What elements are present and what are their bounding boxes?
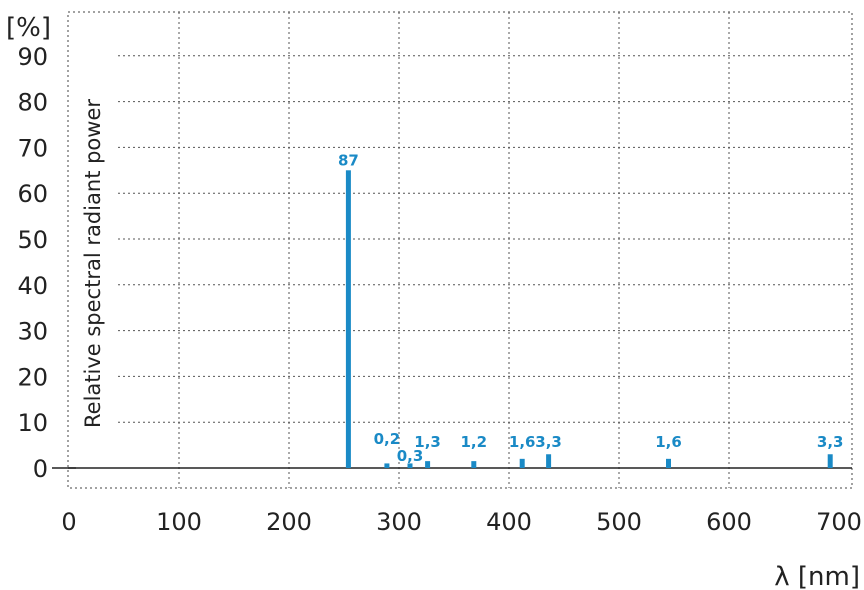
x-tick-label: 0: [61, 508, 76, 536]
bar-value-label: 1,2: [461, 433, 488, 451]
bar-value-label: 3,3: [535, 433, 562, 451]
y-axis-title: Relative spectral radiant power: [81, 99, 105, 428]
bar-value-label: 0,2: [374, 430, 401, 448]
x-tick-label: 300: [376, 508, 422, 536]
y-tick-label: 20: [17, 363, 48, 391]
y-tick-label: 0: [33, 455, 48, 483]
bar-value-label: 87: [338, 151, 359, 169]
x-tick-label: 100: [156, 508, 202, 536]
bar-value-label: 3,3: [817, 433, 844, 451]
spectral-line-bar: [666, 458, 671, 468]
axis-layer: 0 10 20 30 40 50 60 70 80 90 0 100 200 300 400 500 600 70…: [17, 43, 861, 536]
bar-value-label: 1,6: [509, 433, 536, 451]
y-tick-label: 50: [17, 226, 48, 254]
label-layer: 870,20,31,3 1,2 1,6 3,3 1,6 3,3: [338, 151, 844, 465]
y-tick-label: 60: [17, 180, 48, 208]
y-tick-label: 70: [17, 134, 48, 162]
x-tick-label: 500: [596, 508, 642, 536]
y-tick-label: 40: [17, 272, 48, 300]
spectral-line-bar: [519, 458, 525, 468]
spectral-line-bar: [407, 463, 413, 468]
x-axis-title: λ [nm]: [774, 562, 860, 590]
y-tick-label: 80: [17, 89, 48, 117]
spectral-line-bar: [827, 454, 833, 468]
y-unit-label: [%]: [6, 13, 51, 43]
x-tick-label: 600: [706, 508, 752, 536]
spectral-line-bar: [471, 461, 477, 468]
plot-frame: [67, 11, 853, 489]
x-tick-label: 700: [816, 508, 862, 536]
spectral-line-bar: [425, 461, 431, 468]
x-tick-label: 200: [266, 508, 312, 536]
y-tick-label: 90: [17, 43, 48, 71]
bar-layer: [345, 170, 833, 469]
spectral-line-bar: [546, 454, 552, 468]
bar-value-label: 1,3: [414, 433, 441, 451]
bar-value-label: 1,6: [655, 433, 682, 451]
grid-layer: [67, 11, 853, 489]
y-tick-label: 10: [17, 409, 48, 437]
y-tick-label: 30: [17, 318, 48, 346]
x-tick-label: 400: [486, 508, 532, 536]
spectral-line-bar: [384, 463, 390, 468]
bar-value-label: 0,3: [397, 447, 424, 465]
spectral-line-bar: [345, 170, 351, 469]
